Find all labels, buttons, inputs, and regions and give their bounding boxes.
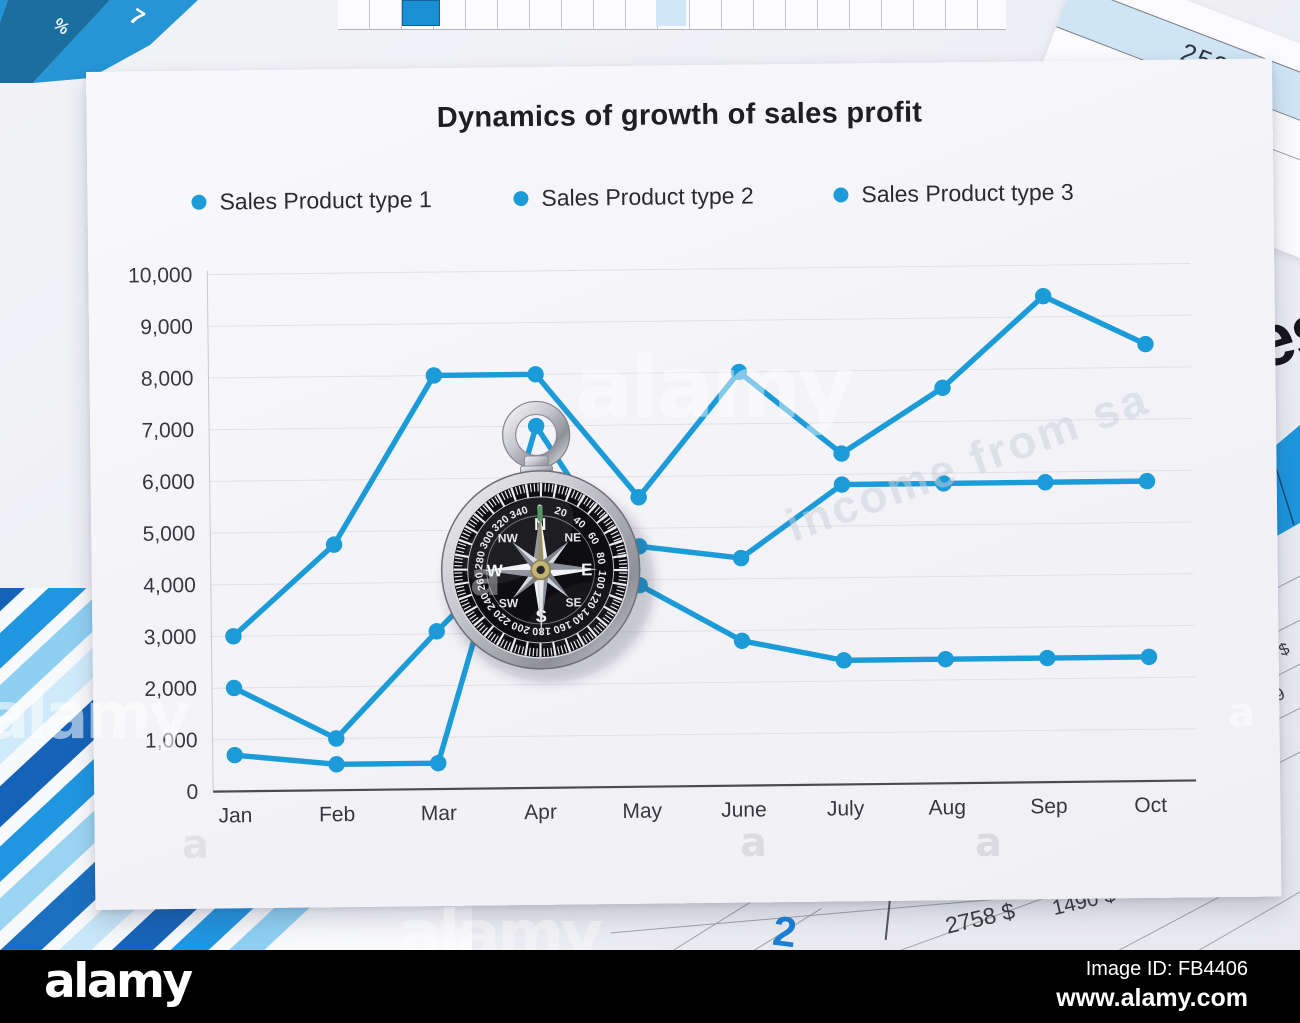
glass-sheen (525, 581, 617, 648)
svg-text:SE: SE (565, 595, 581, 609)
svg-text:NW: NW (498, 531, 519, 545)
chart-axis-labels: 0 1,000 2,000 3,000 4,000 5,000 6,000 7,000 8,00… (128, 264, 1167, 828)
svg-text:3,000: 3,000 (144, 626, 197, 650)
watermark-a-glyph: a (470, 552, 502, 606)
image-id-text: Image ID: FB4406 (1085, 958, 1248, 980)
series-sales-product-type-3 (226, 417, 1158, 773)
svg-text:200: 200 (509, 619, 531, 637)
svg-text:1,000: 1,000 (145, 729, 198, 753)
svg-text:280: 280 (473, 550, 488, 571)
series-sales-product-type-1 (225, 287, 1154, 645)
svg-text:10,000: 10,000 (128, 264, 192, 288)
svg-text:Aug: Aug (928, 796, 966, 819)
svg-text:June: June (721, 798, 767, 822)
alamy-url-text: www.alamy.com (1056, 984, 1248, 1012)
grid-line-fragment (884, 895, 891, 940)
spreadsheet-blue-cell (402, 0, 440, 26)
alamy-logo: alamy (44, 954, 193, 1009)
svg-text:Sep: Sep (1030, 795, 1068, 818)
spreadsheet-pale-cell (656, 0, 686, 26)
watermark-a-glyph: a (182, 822, 209, 868)
svg-text:5,000: 5,000 (143, 522, 196, 546)
svg-text:100: 100 (593, 569, 608, 590)
alamy-watermark: alamy (0, 680, 191, 754)
bezel-minor-ticks (454, 483, 628, 657)
compass-needle (530, 505, 551, 634)
svg-text:7,000: 7,000 (141, 419, 194, 443)
compass: 0204060801001201401601802002202402602803… (440, 400, 655, 683)
compass-crown-ring (502, 401, 570, 469)
svg-text:Jan: Jan (218, 804, 252, 827)
line-chart: 0 1,000 2,000 3,000 4,000 5,000 6,000 7,000 8,00… (128, 262, 1197, 828)
svg-text:Feb: Feb (319, 803, 355, 826)
svg-text:20: 20 (553, 505, 569, 521)
watermark-a-glyph: a (975, 820, 1002, 866)
svg-text:W: W (487, 561, 504, 580)
chart-paper: Dynamics of growth of sales profit Sales… (86, 58, 1282, 910)
alamy-attribution-bar: alamy Image ID: FB4406 www.alamy.com (0, 950, 1300, 1023)
crown-ring-inner-edge (515, 413, 558, 457)
svg-text:July: July (827, 797, 865, 820)
pie-slice-light (33, 0, 198, 83)
svg-text:Apr: Apr (524, 801, 557, 824)
chart-gridlines (207, 262, 1196, 741)
bezel-inner-line (467, 496, 615, 644)
attribution-text-block: Image ID: FB4406 www.alamy.com (1056, 958, 1248, 1013)
svg-text:0: 0 (186, 781, 198, 804)
svg-text:60: 60 (585, 530, 602, 547)
chart-series (225, 287, 1158, 773)
svg-text:E: E (581, 560, 593, 579)
dial-rim (451, 481, 630, 659)
svg-text:Mar: Mar (421, 802, 457, 825)
watermark-a-glyph: a (1228, 690, 1255, 736)
svg-text:May: May (622, 800, 662, 823)
background-pie-chart-fragment: % 7 (0, 0, 198, 83)
glass-sheen (463, 496, 574, 585)
svg-text:Oct: Oct (1134, 794, 1167, 817)
svg-text:80: 80 (594, 551, 608, 566)
svg-text:6,000: 6,000 (142, 471, 195, 495)
svg-text:4,000: 4,000 (143, 574, 196, 598)
bottom-value-1: 2758 $ (942, 897, 1018, 939)
svg-text:9,000: 9,000 (140, 316, 193, 340)
series-sales-product-type-2 (225, 472, 1156, 747)
svg-text:2,000: 2,000 (144, 677, 197, 701)
pie-slice-dark (0, 0, 110, 83)
svg-text:260: 260 (473, 571, 488, 592)
svg-text:NE: NE (564, 530, 581, 544)
chart-axes (206, 270, 1197, 793)
svg-text:SW: SW (499, 596, 519, 610)
svg-text:8,000: 8,000 (141, 367, 194, 391)
background-paper-spreadsheet (338, 0, 1006, 30)
watermark-a-glyph: a (740, 820, 767, 866)
alamy-watermark: alamy (575, 338, 854, 438)
